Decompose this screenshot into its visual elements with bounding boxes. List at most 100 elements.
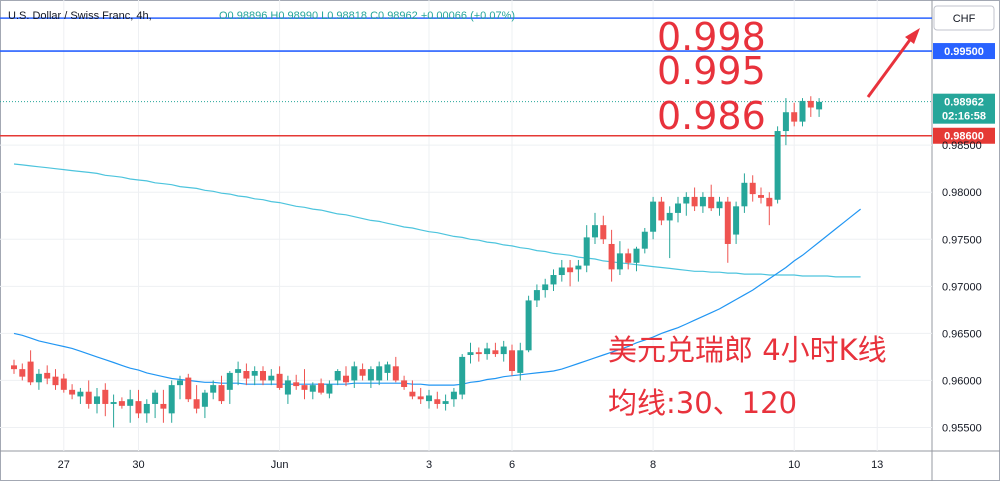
candle [816,98,823,117]
candle [459,354,466,400]
time-axis-tick-label: 13 [871,459,883,471]
candle-body [118,401,125,406]
candle [19,363,26,381]
candle-body [583,237,590,266]
candle [127,389,134,423]
candle-body [60,378,67,390]
trend-arrow-icon [866,28,920,98]
candle-body [110,402,117,404]
candle-body [542,284,549,291]
candle [517,342,524,381]
candle [235,361,242,386]
candle-body [160,403,167,409]
candle-body [625,253,632,263]
target-price-998: 0.998 [657,15,766,59]
currency-button-label: CHF [953,13,976,25]
candle [716,196,723,216]
caption-line-1: 美元兑瑞郎 4小时K线 [608,333,887,367]
candle-body [334,371,341,381]
currency-button[interactable]: CHF [933,5,995,31]
candle [118,397,125,409]
candle-body [318,383,325,393]
price-axis-tick-label: 0.96500 [942,328,982,340]
moving-averages [13,163,861,386]
candle-body [517,350,524,373]
candle [359,363,366,381]
candle [293,374,300,390]
time-axis-tick-label: 27 [58,459,70,471]
candle [417,387,424,404]
candle [608,229,615,282]
candle-body [658,201,665,221]
time-axis-tick-label: Jun [271,459,289,471]
candle-body [459,356,466,395]
candle-body [716,201,723,209]
candle-body [675,203,681,213]
price-level-badge [933,43,995,60]
candle-body [699,196,706,207]
candle-body [758,195,764,198]
candle [135,389,142,419]
candle-body [683,196,690,204]
candle [567,259,574,287]
candle-body [35,373,42,383]
candle [60,373,67,393]
candle [442,394,449,411]
candle-body [251,371,258,376]
candle [708,184,715,212]
candle [309,382,316,400]
candle-body [799,100,806,122]
candle [484,342,491,360]
candle [160,389,167,423]
candle [168,380,175,423]
candle [110,394,117,428]
candle-body [185,377,192,400]
candle [492,342,499,357]
candle-body [442,401,449,404]
candle-body [143,403,150,414]
candle-body [616,253,623,270]
candle [575,259,582,282]
candle-body [152,392,159,404]
candle [301,369,308,400]
candle-body [19,369,26,377]
candle-body [633,248,640,263]
candle [343,366,349,387]
candle [376,361,383,386]
candle [558,259,565,282]
candle [401,375,408,390]
candle-body [567,267,574,273]
candle [799,98,806,127]
candle-body [94,396,100,404]
candle-body [558,267,565,276]
price-axis[interactable]: 0.98500 0.98000 0.97500 0.97000 0.96500 0.960… [942,140,982,434]
candle-body [11,365,17,370]
candle [683,192,690,216]
candle [409,380,416,400]
candle-body [127,399,134,406]
candle [641,227,648,254]
candle-body [733,206,740,235]
candle-body [467,352,474,356]
candle-body [284,380,291,395]
candle [251,366,258,386]
candle-body [260,371,266,381]
price-level-badge [933,127,995,144]
candle [94,387,100,414]
time-axis[interactable]: 27 30 Jun 3 6 8 10 13 [58,459,884,471]
candle-body [384,364,391,373]
candle-body [500,346,507,355]
candle-body [27,361,34,383]
candle [699,192,706,213]
time-axis-tick-label: 6 [509,459,515,471]
candle-body [69,389,76,395]
candle-body [484,348,491,355]
last-price-countdown: 02:16:58 [942,111,986,123]
candle [243,363,250,386]
candle-body [450,391,457,400]
candle [434,391,441,409]
candle-body [409,391,416,397]
candlestick-series [11,96,823,428]
candle [27,350,34,386]
